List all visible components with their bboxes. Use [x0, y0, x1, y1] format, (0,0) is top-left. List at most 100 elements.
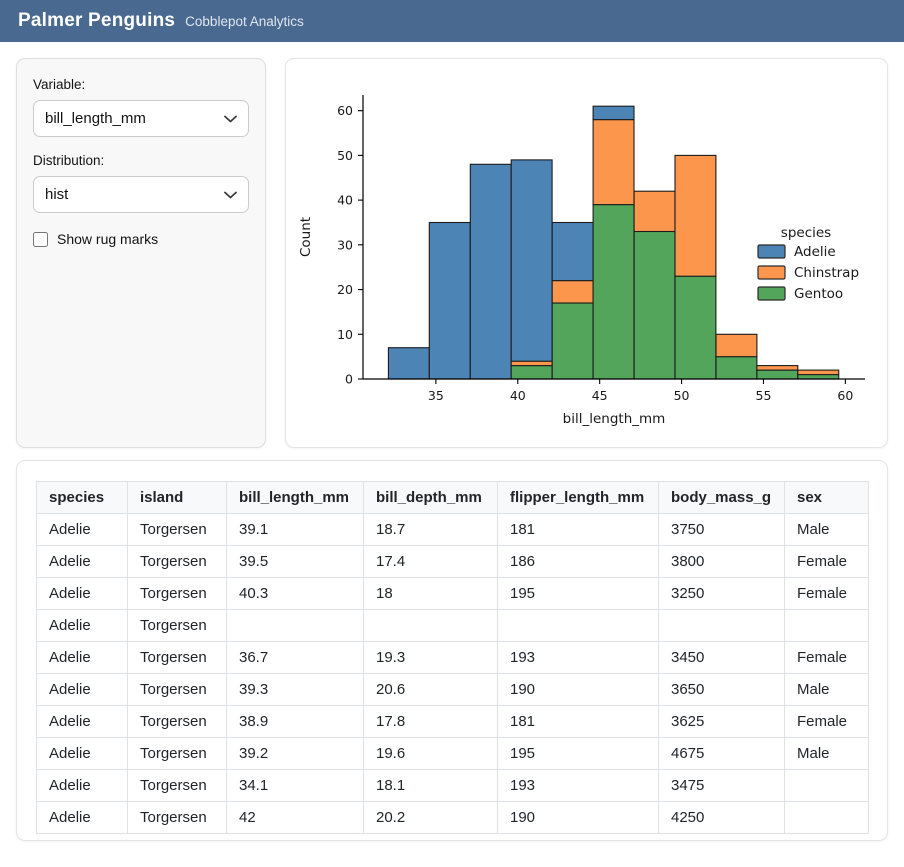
- table-cell: 186: [497, 545, 659, 578]
- table-cell: 42: [226, 801, 364, 834]
- table-cell: Torgersen: [127, 769, 227, 802]
- table-cell: 3625: [658, 705, 785, 738]
- app-title: Palmer Penguins: [18, 10, 176, 31]
- table-row: Adelie Torgersen 39.2 19.6 195 4675 Male: [36, 737, 869, 770]
- histogram-bar-segment: [715, 333, 758, 358]
- table-cell: Adelie: [36, 769, 128, 802]
- column-header: body_mass_g: [658, 481, 785, 514]
- variable-select[interactable]: bill_length_mm: [33, 100, 249, 137]
- column-header: species: [36, 481, 128, 514]
- table-cell: 34.1: [226, 769, 364, 802]
- table-cell: 3475: [658, 769, 785, 802]
- rug-checkbox-label: Show rug marks: [57, 231, 159, 247]
- table-cell: 39.5: [226, 545, 364, 578]
- table-cell: Adelie: [36, 801, 128, 834]
- table-cell: Torgersen: [127, 513, 227, 546]
- column-header: flipper_length_mm: [497, 481, 659, 514]
- histogram-chart: 35 40 45 50 55 60 0 10 20 30 40 50 60 bill_length_mm C…: [298, 95, 865, 427]
- table-row: Adelie Torgersen: [36, 609, 869, 642]
- table-row: Adelie Torgersen 39.1 18.7 181 3750 Male: [36, 513, 869, 546]
- table-cell: 3800: [658, 545, 785, 578]
- table-cell: 40.3: [226, 577, 364, 610]
- table-cell: Male: [784, 673, 869, 706]
- histogram-bar-segment: [674, 275, 717, 380]
- table-cell: [784, 769, 869, 802]
- table-row: Adelie Torgersen 39.3 20.6 190 3650 Male: [36, 673, 869, 706]
- table-cell: Male: [784, 737, 869, 770]
- table-cell: Torgersen: [127, 737, 227, 770]
- table-cell: 190: [497, 801, 659, 834]
- y-tick-label: 40: [337, 193, 353, 208]
- y-tick-label: 10: [337, 327, 353, 342]
- column-header: sex: [784, 481, 869, 514]
- table-cell: 195: [497, 577, 659, 610]
- x-tick-label: 50: [674, 388, 690, 403]
- table-cell: 195: [497, 737, 659, 770]
- table-cell: 18.7: [363, 513, 498, 546]
- histogram-bar-segment: [428, 221, 471, 380]
- table-cell: 36.7: [226, 641, 364, 674]
- table-cell: Female: [784, 577, 869, 610]
- table-cell: [784, 801, 869, 834]
- distribution-select[interactable]: hist: [33, 176, 249, 213]
- table-cell: Adelie: [36, 609, 128, 642]
- table-cell: 17.4: [363, 545, 498, 578]
- distribution-label: Distribution:: [33, 153, 105, 168]
- table-cell: 20.6: [363, 673, 498, 706]
- rug-checkbox[interactable]: [33, 231, 48, 247]
- x-tick-label: 35: [428, 388, 444, 403]
- histogram-bar-segment: [551, 302, 594, 380]
- histogram-bar-segment: [756, 369, 799, 380]
- table-row: Adelie Torgersen 34.1 18.1 193 3475: [36, 769, 869, 802]
- table-cell: 3650: [658, 673, 785, 706]
- table-row: Adelie Torgersen 40.3 18 195 3250 Female: [36, 577, 869, 610]
- table-cell: Adelie: [36, 641, 128, 674]
- y-axis-label: Count: [298, 217, 314, 257]
- table-cell: 38.9: [226, 705, 364, 738]
- legend-swatch: [757, 286, 786, 301]
- table-cell: 181: [497, 705, 659, 738]
- sidebar-panel: Variable: bill_length_mm Distribution: h…: [16, 58, 266, 448]
- table-cell: Adelie: [36, 705, 128, 738]
- table-cell: 193: [497, 641, 659, 674]
- table-cell: 39.2: [226, 737, 364, 770]
- table-cell: 20.2: [363, 801, 498, 834]
- table-panel: species island bill_length_mm bill_depth_mm…: [16, 460, 888, 841]
- table-cell: 18: [363, 577, 498, 610]
- table-cell: 39.3: [226, 673, 364, 706]
- legend-swatch: [757, 244, 786, 259]
- rug-checkbox-row: Show rug marks: [33, 231, 249, 247]
- table-cell: Torgersen: [127, 577, 227, 610]
- legend-label: Gentoo: [794, 286, 843, 302]
- y-tick-label: 20: [337, 282, 353, 297]
- legend-label: Adelie: [794, 244, 836, 260]
- histogram-bar-segment: [592, 204, 635, 380]
- y-tick-label: 50: [337, 148, 353, 163]
- histogram-bar-segment: [592, 105, 635, 121]
- histogram-bar-segment: [510, 360, 553, 367]
- histogram-bar-segment: [633, 230, 676, 380]
- histogram-bar-segment: [551, 221, 594, 282]
- table-row: Adelie Torgersen 39.5 17.4 186 3800 Female: [36, 545, 869, 578]
- table-cell: [497, 609, 659, 642]
- histogram-bar-segment: [756, 365, 799, 371]
- table-cell: 4250: [658, 801, 785, 834]
- table-cell: 19.3: [363, 641, 498, 674]
- histogram-bar-segment: [674, 154, 717, 277]
- table-cell: 39.1: [226, 513, 364, 546]
- variable-label: Variable:: [33, 77, 86, 92]
- x-tick-label: 45: [592, 388, 608, 403]
- table-cell: 17.8: [363, 705, 498, 738]
- legend-swatch: [757, 265, 786, 280]
- table-cell: Adelie: [36, 577, 128, 610]
- histogram-bar-segment: [469, 163, 512, 380]
- table-cell: 3750: [658, 513, 785, 546]
- y-tick-label: 0: [345, 372, 353, 387]
- table-cell: Female: [784, 545, 869, 578]
- table-cell: [784, 609, 869, 642]
- table-cell: [363, 609, 498, 642]
- table-cell: Torgersen: [127, 801, 227, 834]
- table-cell: Torgersen: [127, 705, 227, 738]
- table-cell: [658, 609, 785, 642]
- penguins-table: species island bill_length_mm bill_depth_mm…: [36, 481, 869, 834]
